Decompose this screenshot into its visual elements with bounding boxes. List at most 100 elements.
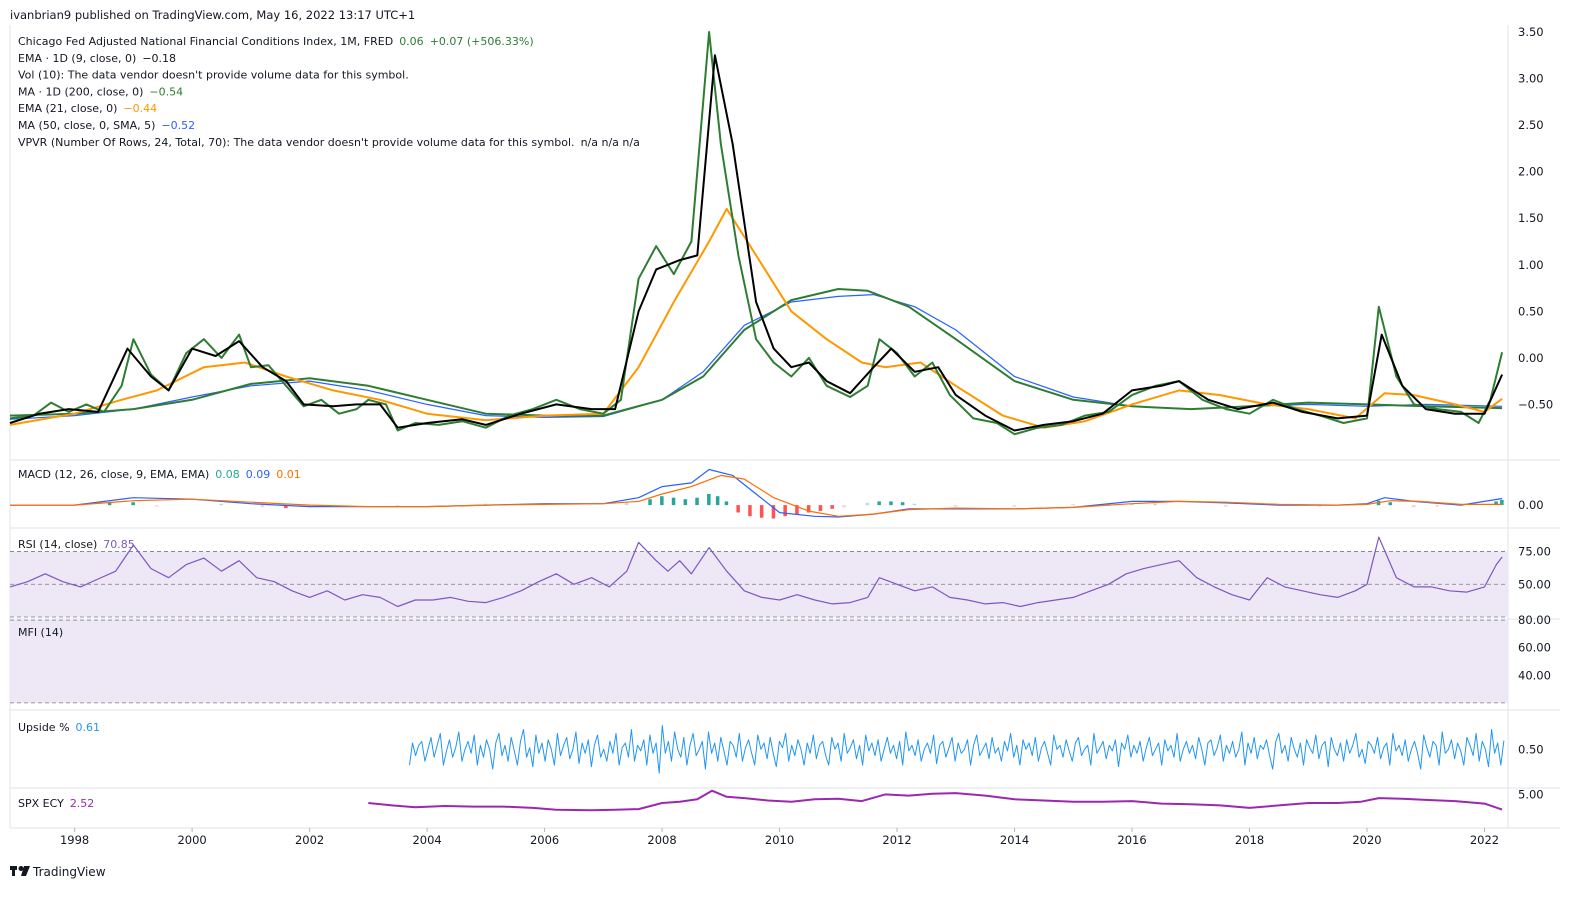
macd-histogram-bar: [671, 497, 676, 506]
macd-histogram-bar: [1412, 505, 1416, 508]
price-axis-label: 5.00: [1518, 787, 1544, 801]
time-axis-label: 2020: [1352, 833, 1381, 847]
price-axis-label: 0.00: [1518, 351, 1544, 365]
macd-histogram-bar: [707, 494, 711, 506]
time-axis-label: 2004: [412, 833, 441, 847]
price-axis-label: 60.00: [1518, 641, 1551, 655]
main-legend-row[interactable]: EMA · 1D (9, close, 0) −0.18: [18, 52, 176, 65]
mfi-band: [10, 620, 1508, 703]
macd-histogram-bar: [806, 505, 811, 513]
time-axis-label: 1998: [60, 833, 89, 847]
macd-histogram-bar: [1494, 501, 1498, 506]
legend-text: MA (50, close, 0, SMA, 5): [18, 119, 155, 132]
pane-frames: [9, 25, 1560, 829]
main-legend-row[interactable]: Chicago Fed Adjusted National Financial …: [18, 35, 534, 48]
legend-value: +0.07 (+506.33%): [430, 35, 534, 48]
macd-histogram-bar: [1130, 503, 1134, 506]
price-axis-label: 1.50: [1518, 211, 1544, 225]
macd-histogram-bar: [260, 505, 265, 508]
price-axis-label: 0.50: [1518, 742, 1544, 756]
macd-histogram-bar: [683, 499, 688, 506]
time-axis-label: 2000: [177, 833, 206, 847]
tradingview-branding[interactable]: TradingView: [10, 865, 106, 879]
time-axis-label: 2010: [765, 833, 794, 847]
tradingview-logo-icon: [10, 866, 30, 876]
macd-histogram-bar: [154, 505, 159, 507]
main-legend-row[interactable]: EMA (21, close, 0) −0.44: [18, 102, 157, 115]
macd-histogram-bar: [660, 496, 664, 506]
tradingview-wordmark: TradingView: [32, 865, 106, 879]
legend-value: −0.54: [149, 85, 183, 98]
macd-legend[interactable]: MACD (12, 26, close, 9, EMA, EMA) 0.08 0.0…: [18, 468, 301, 481]
price-axis-label: 75.00: [1518, 545, 1551, 559]
main-legend-row[interactable]: VPVR (Number Of Rows, 24, Total, 70): Th…: [18, 136, 640, 149]
publisher-line: ivanbrian9 published on TradingView.com,…: [10, 8, 415, 22]
price-axis[interactable]: 3.50 3.00 2.50 2.00 1.50 1.00 0.50 0.00 −0.50 0.0…: [1518, 25, 1553, 801]
macd-histogram-bar: [1224, 505, 1228, 507]
price-axis-label: 2.00: [1518, 165, 1544, 179]
macd-histogram-bar: [1435, 505, 1439, 507]
macd-histogram-bar: [912, 503, 917, 506]
macd-histogram-bar: [830, 505, 834, 509]
legend-text: MA · 1D (200, close, 0): [18, 85, 143, 98]
macd-histogram-bar: [1012, 505, 1016, 507]
price-axis-label: 80.00: [1518, 613, 1551, 627]
macd-histogram-bar: [865, 502, 870, 506]
price-axis-label: 2.50: [1518, 118, 1544, 132]
macd-histogram-bar: [131, 502, 135, 506]
series-layer[interactable]: [9, 31, 1505, 812]
macd-histogram-bar: [1106, 503, 1110, 506]
macd-histogram-bar: [842, 505, 846, 508]
price-axis-label: 0.00: [1518, 498, 1544, 512]
time-axis[interactable]: 1998 2000 2002 2004 2006 2008 2010 2012 2014 2016…: [60, 828, 1499, 847]
macd-histogram-bar: [695, 497, 699, 506]
macd-histogram-bar: [395, 505, 400, 507]
main-legend-row[interactable]: Vol (10): The data vendor doesn't provid…: [18, 69, 409, 82]
macd-histogram-bar: [107, 502, 112, 506]
indicator-bands: [10, 551, 1508, 704]
macd-histogram-bar: [648, 499, 652, 506]
rsi-legend[interactable]: RSI (14, close) 70.85: [18, 538, 135, 551]
macd-histogram-bar: [748, 505, 752, 517]
upside-line: [409, 725, 1505, 774]
macd-histogram-bar: [953, 505, 958, 507]
macd-signal-line: [10, 474, 1503, 517]
upside-legend[interactable]: Upside % 0.61: [18, 721, 100, 734]
price-axis-label: 1.00: [1518, 258, 1544, 272]
legend-value: 0.09: [246, 468, 271, 481]
macd-histogram-bar: [624, 502, 629, 506]
macd-histogram-bar: [900, 502, 905, 506]
legends-layer: Chicago Fed Adjusted National Financial …: [18, 35, 640, 810]
time-axis-label: 2022: [1470, 833, 1499, 847]
price-line: [9, 31, 1504, 436]
price-axis-label: 50.00: [1518, 577, 1551, 591]
spx-ecy-legend[interactable]: SPX ECY 2.52: [18, 797, 94, 810]
legend-value: 2.52: [70, 797, 95, 810]
main-legend-row[interactable]: MA (50, close, 0, SMA, 5) −0.52: [18, 119, 195, 132]
price-axis-label: 3.00: [1518, 72, 1544, 86]
legend-value: −0.18: [142, 52, 176, 65]
mfi-legend[interactable]: MFI (14): [18, 626, 63, 639]
macd-histogram-bar: [724, 501, 729, 506]
macd-histogram-bar: [759, 505, 764, 518]
main-legend-row[interactable]: MA · 1D (200, close, 0) −0.54: [18, 85, 183, 98]
time-axis-label: 2002: [295, 833, 324, 847]
macd-histogram-bar: [1071, 504, 1075, 506]
ema9-line: [9, 54, 1504, 432]
macd-histogram-bar: [736, 505, 740, 513]
macd-histogram-bar: [483, 503, 488, 506]
legend-text: EMA · 1D (9, close, 0): [18, 52, 136, 65]
macd-histogram-bar: [771, 505, 776, 519]
legend-value: 0.61: [76, 721, 101, 734]
price-axis-label: −0.50: [1518, 397, 1553, 411]
legend-value: 70.85: [103, 538, 135, 551]
legend-text: Chicago Fed Adjusted National Financial …: [18, 35, 393, 48]
macd-histogram-bar: [715, 496, 720, 506]
legend-text: MFI (14): [18, 626, 63, 639]
macd-histogram-bar: [1500, 499, 1504, 506]
legend-value: 0.06: [399, 35, 424, 48]
rsi-line: [9, 536, 1503, 608]
time-axis-label: 2012: [882, 833, 911, 847]
price-axis-label: 40.00: [1518, 668, 1551, 682]
